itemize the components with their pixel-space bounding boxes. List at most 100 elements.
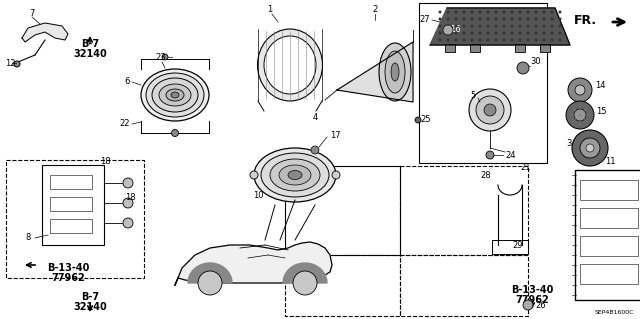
Text: 12: 12 (5, 58, 15, 68)
Ellipse shape (250, 171, 258, 179)
Text: B-13-40: B-13-40 (47, 263, 89, 273)
Bar (492, 240, 528, 254)
Circle shape (486, 25, 490, 27)
Circle shape (447, 11, 449, 13)
Ellipse shape (152, 78, 198, 112)
Text: 4: 4 (312, 113, 317, 122)
Circle shape (454, 32, 458, 34)
Text: 7: 7 (29, 10, 35, 19)
Text: SEP4B1600C: SEP4B1600C (595, 310, 634, 315)
Ellipse shape (332, 171, 340, 179)
Text: 10: 10 (253, 190, 263, 199)
Circle shape (463, 39, 465, 41)
Bar (575, 170, 640, 300)
Text: 22: 22 (120, 120, 130, 129)
Circle shape (463, 18, 465, 20)
Bar (400, 166, 528, 255)
Circle shape (438, 25, 442, 27)
Text: 18: 18 (100, 158, 111, 167)
Circle shape (527, 18, 529, 20)
Bar (50, 197, 92, 211)
Circle shape (527, 39, 529, 41)
Circle shape (518, 39, 522, 41)
Circle shape (559, 11, 561, 13)
Circle shape (447, 39, 449, 41)
Circle shape (518, 25, 522, 27)
Ellipse shape (484, 104, 496, 116)
Bar (285, 166, 400, 255)
Circle shape (123, 198, 133, 208)
Circle shape (293, 271, 317, 295)
Bar (540, 44, 550, 52)
Text: 16: 16 (450, 26, 461, 34)
Text: 8: 8 (26, 234, 31, 242)
Circle shape (559, 25, 561, 27)
Circle shape (447, 25, 449, 27)
Text: 15: 15 (596, 108, 607, 116)
Circle shape (550, 32, 554, 34)
Text: 28: 28 (480, 170, 491, 180)
Circle shape (534, 32, 538, 34)
Circle shape (511, 11, 513, 13)
Circle shape (470, 25, 474, 27)
Polygon shape (175, 242, 332, 285)
Circle shape (495, 11, 497, 13)
Circle shape (463, 25, 465, 27)
Circle shape (486, 151, 494, 159)
Text: 21: 21 (520, 164, 531, 173)
Bar (580, 180, 638, 200)
Ellipse shape (279, 165, 311, 185)
Circle shape (502, 32, 506, 34)
Circle shape (415, 117, 421, 123)
Circle shape (511, 39, 513, 41)
Polygon shape (337, 42, 413, 102)
Circle shape (550, 39, 554, 41)
Circle shape (580, 138, 600, 158)
Circle shape (543, 18, 545, 20)
Circle shape (162, 54, 168, 60)
Circle shape (527, 11, 529, 13)
Circle shape (454, 25, 458, 27)
Circle shape (511, 32, 513, 34)
Circle shape (198, 271, 222, 295)
Circle shape (479, 18, 481, 20)
Circle shape (470, 32, 474, 34)
Circle shape (523, 300, 533, 310)
Circle shape (517, 62, 529, 74)
Circle shape (586, 144, 594, 152)
Circle shape (559, 39, 561, 41)
Circle shape (527, 32, 529, 34)
Text: 23: 23 (155, 53, 166, 62)
Circle shape (311, 146, 319, 154)
Circle shape (568, 78, 592, 102)
Circle shape (511, 18, 513, 20)
Ellipse shape (171, 92, 179, 98)
Ellipse shape (476, 96, 504, 124)
Bar (6, 160, 144, 278)
Circle shape (172, 130, 179, 137)
Text: 17: 17 (330, 130, 340, 139)
Ellipse shape (159, 84, 191, 106)
Text: 30: 30 (530, 57, 541, 66)
Ellipse shape (391, 63, 399, 81)
Ellipse shape (166, 89, 184, 101)
Circle shape (447, 32, 449, 34)
Polygon shape (283, 263, 327, 283)
Circle shape (447, 18, 449, 20)
Bar (470, 44, 480, 52)
Ellipse shape (141, 69, 209, 121)
Text: B-13-40: B-13-40 (511, 285, 553, 295)
Bar (419, 3, 547, 163)
Circle shape (438, 18, 442, 20)
Circle shape (559, 32, 561, 34)
Bar (42, 165, 104, 245)
Circle shape (123, 178, 133, 188)
Circle shape (502, 25, 506, 27)
Bar (580, 236, 638, 256)
Circle shape (479, 11, 481, 13)
Text: 18: 18 (125, 194, 136, 203)
Bar (50, 219, 92, 233)
Circle shape (534, 25, 538, 27)
Ellipse shape (257, 29, 323, 101)
Circle shape (470, 18, 474, 20)
